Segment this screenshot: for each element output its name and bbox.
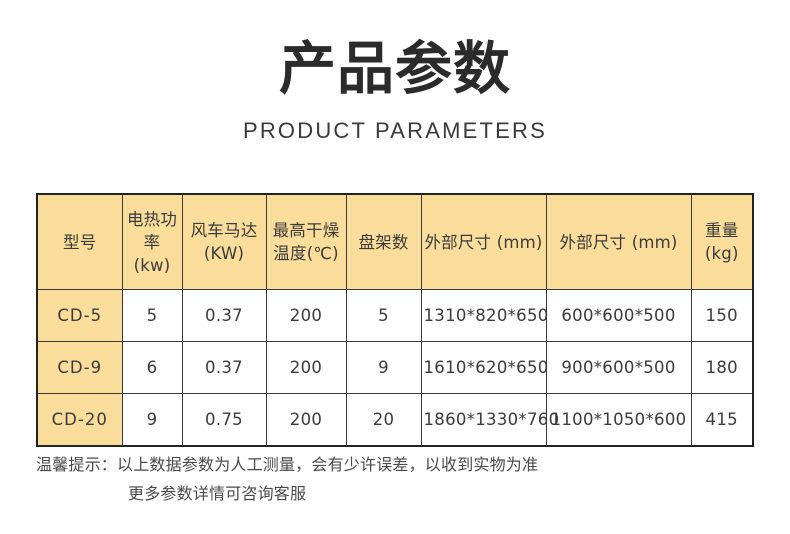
column-header-max-drying-temperature: 最高干燥温度(℃) [265, 193, 347, 290]
column-header-model: 型号 [36, 193, 123, 290]
cell-fan-motor: 0.37 [181, 289, 267, 342]
table-body: CD-5 5 0.37 200 5 1310*820*650 600*600*5… [36, 289, 754, 447]
cell-outer-size-1: 1610*620*650 [420, 341, 548, 394]
cell-tray-count: 5 [345, 289, 422, 342]
column-header-heating-power: 电热功率 (kw) [121, 193, 183, 290]
cell-model: CD-20 [36, 393, 123, 447]
footnote: 温馨提示：以上数据参数为人工测量，会有少许误差，以收到实物为准 更多参数详情可咨… [0, 450, 790, 508]
cell-weight: 180 [690, 341, 754, 394]
cell-weight: 150 [690, 289, 754, 342]
cell-fan-motor: 0.37 [181, 341, 267, 394]
table-row: CD-20 9 0.75 200 20 1860*1330*760 1100*1… [36, 393, 754, 447]
cell-outer-size-1: 1310*820*650 [420, 289, 548, 342]
cell-heating-power: 6 [121, 341, 183, 394]
parameters-table-container: 型号 电热功率 (kw) 风车马达 (KW) 最高干燥温度(℃) 盘架数 外部尺… [36, 193, 754, 447]
cell-heating-power: 5 [121, 289, 183, 342]
cell-max-temperature: 200 [265, 341, 347, 394]
page-title: 产品参数 [279, 36, 511, 102]
table-row: CD-5 5 0.37 200 5 1310*820*650 600*600*5… [36, 289, 754, 342]
page-heading: 产品参数 PRODUCT PARAMETERS [0, 36, 790, 144]
cell-heating-power: 9 [121, 393, 183, 447]
cell-max-temperature: 200 [265, 289, 347, 342]
footnote-line-2: 更多参数详情可咨询客服 [128, 484, 307, 503]
column-header-fan-motor: 风车马达 (KW) [181, 193, 267, 290]
column-header-tray-count: 盘架数 [345, 193, 422, 290]
cell-outer-size-2: 1100*1050*600 [545, 393, 692, 447]
cell-outer-size-2: 900*600*500 [545, 341, 692, 394]
column-header-weight: 重量 (kg) [690, 193, 754, 290]
cell-fan-motor: 0.75 [181, 393, 267, 447]
table-header: 型号 电热功率 (kw) 风车马达 (KW) 最高干燥温度(℃) 盘架数 外部尺… [36, 193, 754, 290]
cell-model: CD-5 [36, 289, 123, 342]
cell-max-temperature: 200 [265, 393, 347, 447]
cell-tray-count: 9 [345, 341, 422, 394]
cell-weight: 415 [690, 393, 754, 447]
cell-model: CD-9 [36, 341, 123, 394]
page-subtitle: PRODUCT PARAMETERS [242, 118, 548, 143]
cell-outer-size-2: 600*600*500 [545, 289, 692, 342]
footnote-line-1: 温馨提示：以上数据参数为人工测量，会有少许误差，以收到实物为准 [36, 455, 539, 474]
table-header-row: 型号 电热功率 (kw) 风车马达 (KW) 最高干燥温度(℃) 盘架数 外部尺… [36, 193, 754, 290]
column-header-outer-size-2: 外部尺寸 (mm) [545, 193, 692, 290]
parameters-table: 型号 电热功率 (kw) 风车马达 (KW) 最高干燥温度(℃) 盘架数 外部尺… [36, 193, 754, 447]
table-row: CD-9 6 0.37 200 9 1610*620*650 900*600*5… [36, 341, 754, 394]
column-header-outer-size-1: 外部尺寸 (mm) [420, 193, 547, 290]
cell-outer-size-1: 1860*1330*760 [420, 393, 559, 447]
cell-tray-count: 20 [345, 393, 422, 447]
